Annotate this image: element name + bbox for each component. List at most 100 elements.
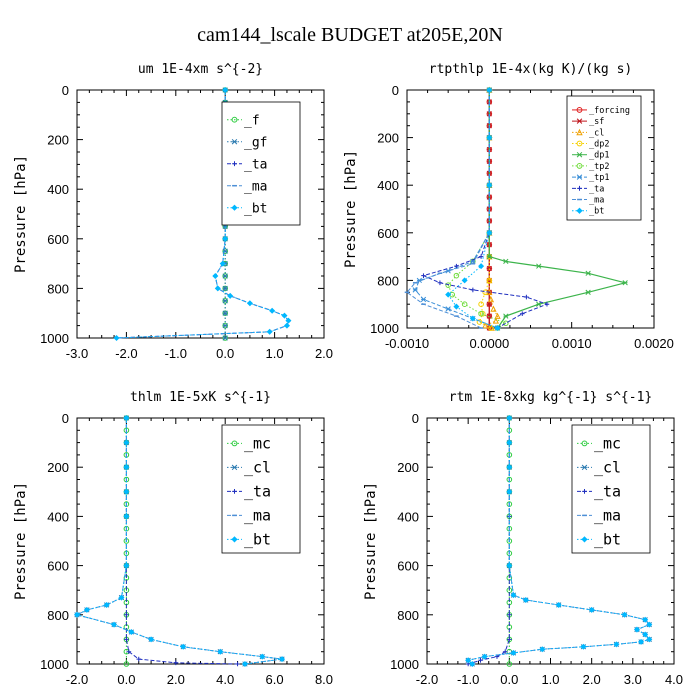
data-point (281, 312, 288, 319)
x-tick-label: -2.0 (416, 672, 438, 687)
chart-title: rtpthlp 1E-4x(kg K)/(kg s) (429, 62, 633, 77)
data-point (222, 235, 229, 242)
data-point (510, 592, 517, 599)
x-tick-label: 0.0010 (552, 336, 592, 351)
legend-entry: _cl (577, 459, 621, 477)
legend-label: _cl (244, 459, 271, 477)
data-point (279, 656, 286, 663)
legend-marker (231, 440, 238, 447)
data-point (486, 253, 492, 260)
legend-marker (576, 163, 583, 169)
data-point (180, 643, 187, 650)
data-point (283, 322, 290, 329)
legend-marker (576, 151, 583, 158)
data-point (259, 653, 266, 660)
data-point (285, 317, 292, 324)
data-point (222, 86, 229, 94)
y-tick-label: 200 (47, 460, 69, 475)
data-point (445, 282, 451, 288)
x-tick-label: -1.0 (457, 672, 479, 687)
data-point (522, 597, 529, 604)
legend-entry: _mc (577, 435, 621, 453)
data-point (269, 307, 276, 314)
data-point (217, 648, 224, 655)
legend-entry: _cl (227, 459, 271, 477)
x-tick-label: -3.0 (66, 346, 88, 361)
data-point (503, 258, 509, 265)
legend-entry: _dp1 (572, 151, 609, 161)
data-point (124, 612, 129, 618)
legend-entry: _gf (227, 135, 267, 150)
data-point (633, 626, 640, 633)
x-tick-label: 2.0 (167, 672, 185, 687)
y-tick-label: 600 (397, 559, 419, 574)
x-tick-label: 0.0000 (469, 336, 509, 351)
x-tick-label: -2.0 (66, 672, 88, 687)
legend-marker (581, 536, 588, 543)
data-point (510, 649, 517, 656)
legend-label: _bt (589, 207, 604, 217)
legend-marker (576, 107, 583, 113)
legend-entry: _ma (227, 507, 271, 525)
legend-label: _ta (244, 157, 267, 172)
legend-label: _bt (244, 201, 267, 216)
chart-title: um 1E-4xm s^{-2} (138, 62, 263, 77)
data-point (246, 300, 253, 307)
data-point (494, 324, 501, 332)
y-tick-label: 600 (377, 226, 399, 241)
chart-title: thlm 1E-5xK s^{-1} (130, 390, 271, 405)
data-point (503, 313, 509, 319)
data-point (437, 280, 443, 286)
legend: _f _gf _ta _ma _bt (221, 101, 301, 226)
data-point (103, 601, 110, 608)
x-tick-label: 1.0 (266, 346, 284, 361)
data-point (478, 301, 484, 308)
x-tick-label: 0.0 (500, 672, 518, 687)
data-point (506, 464, 513, 471)
series-ta (465, 415, 512, 667)
x-tick-label: 1.0 (541, 672, 559, 687)
y-tick-label: 0 (412, 411, 419, 426)
legend-label: _ma (244, 507, 271, 525)
x-tick-label: 6.0 (266, 672, 284, 687)
y-tick-label: 200 (377, 131, 399, 146)
data-point (507, 612, 512, 618)
data-point (420, 296, 427, 303)
data-point (123, 464, 130, 471)
y-tick-label: 200 (397, 460, 419, 475)
data-point (214, 285, 221, 292)
chart-title: rtm 1E-8xkg kg^{-1} s^{-1} (449, 390, 653, 405)
legend-marker (581, 464, 588, 471)
data-point (486, 134, 493, 141)
y-tick-label: 0 (62, 83, 69, 98)
data-point (123, 661, 130, 667)
data-point (222, 322, 228, 329)
series-line (125, 418, 238, 665)
data-point (642, 631, 649, 638)
y-tick-label: 400 (377, 178, 399, 193)
x-tick-label: 4.0 (216, 672, 234, 687)
data-point (421, 273, 426, 278)
data-point (126, 649, 132, 654)
data-point (492, 317, 500, 324)
data-point (412, 287, 418, 293)
legend-entry: _ma (572, 195, 604, 205)
data-point (486, 86, 493, 94)
legend-marker (576, 140, 583, 147)
data-point (621, 611, 628, 618)
data-point (502, 649, 508, 654)
data-point (555, 601, 562, 608)
legend-label: _ma (594, 507, 621, 525)
chart-panel-3: thlm 1E-5xK s^{-1} Pressure [hPa] -2.0 0.0 2… (13, 390, 333, 687)
data-point (642, 616, 649, 623)
data-point (544, 301, 550, 307)
data-point (111, 621, 118, 628)
y-tick-label: 800 (47, 281, 69, 296)
data-point (646, 621, 653, 628)
legend-marker (232, 161, 237, 167)
legend-marker (582, 489, 587, 494)
legend-entry: _bt (227, 201, 267, 216)
data-point (227, 292, 234, 299)
data-point (454, 263, 459, 269)
